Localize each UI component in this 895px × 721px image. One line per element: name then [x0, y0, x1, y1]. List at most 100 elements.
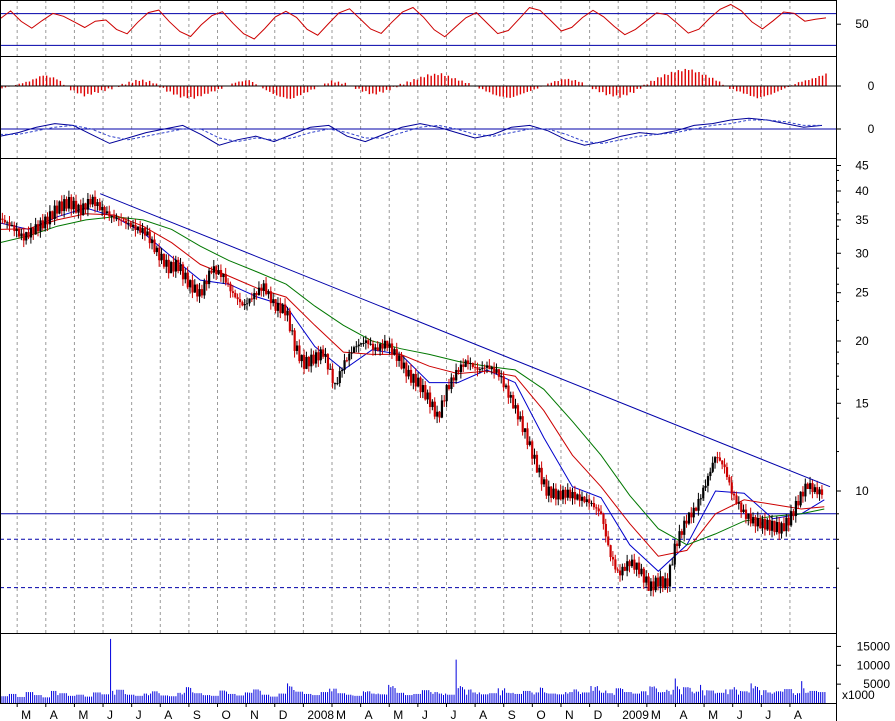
price-candle-body — [58, 201, 61, 214]
price-candle-body — [44, 216, 47, 229]
price-candle-body — [241, 302, 244, 306]
price-candle-body — [578, 494, 581, 501]
price-candle-body — [528, 441, 531, 445]
price-candle-body — [699, 498, 702, 500]
price-candle-body — [208, 270, 211, 285]
price-candle-body — [628, 561, 631, 567]
price-candle-body — [592, 503, 596, 508]
price-candle-body — [768, 519, 771, 531]
x-tick-label: 2009 — [622, 708, 649, 721]
price-candle-body — [531, 441, 534, 459]
price-candle-body — [740, 502, 743, 513]
price-candle-body — [160, 253, 163, 261]
price-candle-body — [132, 224, 135, 227]
price-candle-body — [471, 363, 474, 367]
price-candle-body — [585, 499, 588, 503]
price-candle-body — [559, 490, 562, 500]
price-candle-body — [635, 562, 638, 570]
price-candle-body — [8, 222, 11, 227]
panel-frame — [0, 158, 837, 634]
x-tick-label: 2008 — [307, 708, 334, 721]
x-tick-label: J — [765, 708, 771, 721]
price-candle-body — [352, 347, 356, 353]
macd-tick-labels: 0 — [836, 122, 875, 136]
price-candle-body — [495, 369, 498, 373]
price-candle-body — [414, 373, 417, 387]
price-candle-body — [329, 368, 332, 370]
price-candle-body — [386, 340, 389, 348]
price-candle-body — [652, 581, 655, 591]
price-candle-body — [436, 411, 439, 417]
price-candle-body — [588, 499, 591, 504]
price-candle-body — [355, 346, 358, 348]
price-candle-body — [274, 299, 277, 311]
price-candle-body — [362, 342, 365, 344]
price-candle-body — [630, 559, 634, 567]
price-candle-body — [27, 232, 30, 238]
price-candle-body — [752, 517, 755, 524]
price-candle-body — [685, 520, 688, 524]
price-candle-body — [253, 292, 256, 300]
price-candle-body — [60, 201, 63, 212]
price-candle-body — [754, 517, 757, 527]
price-candle-body — [219, 270, 223, 278]
moving-average-slow — [0, 216, 825, 546]
price-candle-body — [421, 385, 425, 393]
oscillator-line — [0, 3, 827, 40]
price-candle-body — [91, 196, 94, 205]
price-candle-body — [265, 283, 268, 295]
price-candle-body — [497, 369, 501, 377]
price-candle-body — [614, 559, 617, 570]
price-candle-body — [749, 513, 752, 524]
price-candle-body — [709, 471, 712, 477]
price-candle-body — [134, 224, 137, 231]
price-candle-body — [645, 576, 648, 583]
price-panel: 45 40 35 30 25 20 15 10 — [0, 159, 869, 597]
price-candle-body — [184, 272, 187, 280]
price-candle-body — [305, 356, 308, 369]
price-tick-label: 20 — [855, 334, 869, 348]
price-candle-body — [18, 229, 21, 237]
price-candle-body — [512, 395, 515, 409]
price-candle-body — [564, 489, 567, 498]
price-candle-body — [229, 283, 232, 292]
price-candle-body — [455, 369, 458, 381]
price-candle-body — [158, 247, 161, 261]
price-candle-body — [260, 287, 263, 291]
trendline-line — [99, 193, 831, 488]
price-candles — [0, 190, 824, 597]
price-candle-body — [780, 523, 783, 534]
price-candle-body — [262, 283, 265, 291]
price-candle-body — [37, 224, 40, 232]
price-candle-body — [98, 202, 101, 211]
price-candle-body — [174, 259, 177, 272]
price-candle-body — [409, 369, 413, 383]
macd-tick-label: 0 — [868, 122, 875, 136]
x-tick-label: M — [651, 708, 661, 721]
price-candle-body — [573, 491, 577, 500]
price-candle-body — [607, 536, 610, 546]
price-candle-body — [267, 291, 270, 295]
price-candle-body — [619, 570, 622, 576]
price-candle-body — [519, 416, 522, 420]
price-candle-body — [557, 490, 560, 500]
price-candle-body — [476, 367, 479, 370]
price-candle-body — [818, 489, 821, 495]
price-candle-body — [566, 489, 569, 498]
price-candle-body — [402, 362, 406, 369]
price-candle-body — [405, 362, 408, 377]
price-candle-body — [395, 349, 398, 361]
price-candle-body — [469, 363, 472, 365]
price-candle-body — [773, 520, 776, 533]
oscillator-tick-label: 50 — [855, 17, 869, 31]
price-candle-body — [507, 385, 510, 398]
price-candle-body — [493, 367, 496, 373]
price-candle-body — [820, 489, 824, 495]
price-candle-body — [419, 377, 422, 393]
price-candle-body — [307, 356, 311, 367]
price-candle-body — [217, 270, 220, 275]
price-candle-body — [412, 373, 415, 383]
oscillator-panel: 50 — [0, 3, 869, 46]
price-candle-body — [115, 218, 118, 220]
price-candle-body — [816, 487, 819, 495]
